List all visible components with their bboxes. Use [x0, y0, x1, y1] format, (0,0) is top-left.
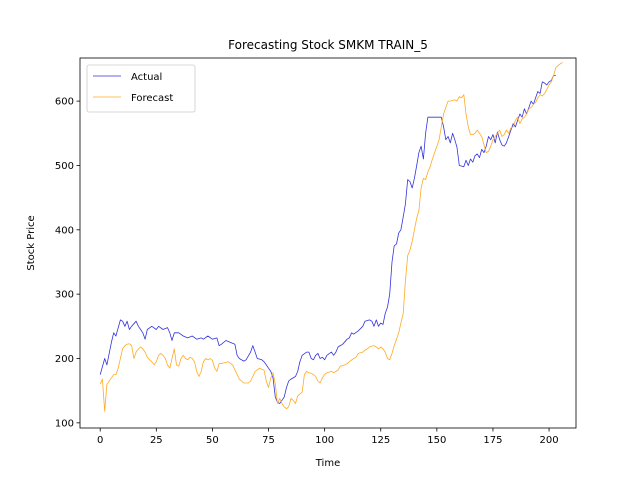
y-tick-label: 400 — [55, 225, 74, 236]
legend-label-forecast: Forecast — [131, 93, 173, 104]
y-tick-label: 200 — [55, 354, 74, 365]
x-tick-label: 125 — [371, 435, 390, 446]
axes-layer: 0 25 50 75 100 125 150 175 200 100 200 300 400 500 600 — [55, 97, 559, 446]
y-tick-label: 500 — [55, 161, 74, 172]
y-axis-label: Stock Price — [26, 215, 37, 270]
x-tick-label: 50 — [206, 435, 219, 446]
x-tick-label: 0 — [97, 435, 103, 446]
plot-frame — [79, 57, 577, 429]
plot-area — [80, 58, 576, 428]
x-tick-label: 100 — [315, 435, 334, 446]
y-tick-label: 100 — [55, 418, 74, 429]
legend-label-actual: Actual — [131, 72, 162, 83]
x-tick-label: 75 — [262, 435, 275, 446]
x-tick-label: 25 — [150, 435, 163, 446]
legend: Actual Forecast — [86, 64, 196, 113]
series-line-forecast — [99, 62, 563, 412]
x-tick-label: 200 — [540, 435, 559, 446]
x-tick-label: 150 — [427, 435, 446, 446]
x-axis-label: Time — [315, 458, 340, 469]
x-tick-label: 175 — [483, 435, 502, 446]
legend-box — [86, 64, 196, 113]
series-line-actual — [99, 75, 556, 404]
series-layer — [99, 62, 563, 412]
y-tick-label: 300 — [55, 290, 74, 301]
y-tick-label: 600 — [55, 97, 74, 108]
chart-title: Forecasting Stock SMKM TRAIN_5 — [228, 38, 428, 52]
